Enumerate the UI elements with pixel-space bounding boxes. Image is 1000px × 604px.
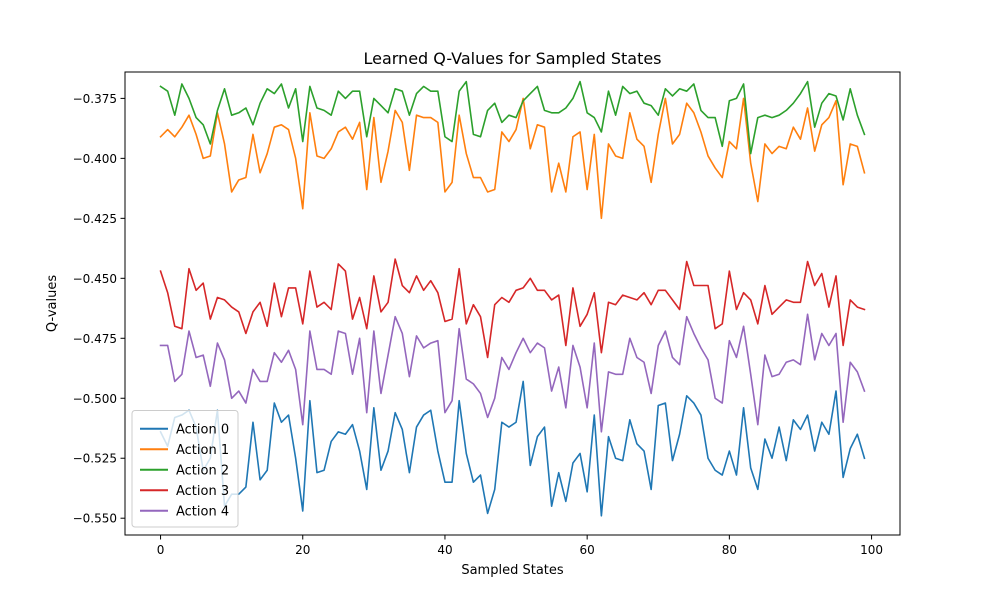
y-tick-label: −0.450: [73, 272, 117, 286]
legend-label-action-1: Action 1: [176, 443, 229, 458]
series-line-action-1: [159, 97, 866, 220]
x-tick-label: 100: [860, 543, 883, 557]
x-tick-label: 20: [295, 543, 310, 557]
y-tick-label: −0.475: [73, 332, 117, 346]
series-line-action-2: [159, 80, 866, 155]
y-axis: −0.550 −0.525 −0.500 −0.475 −0.450 −0.425 −0.4…: [73, 92, 125, 526]
series-line-action-4: [159, 313, 866, 433]
series-line-action-0: [159, 380, 866, 517]
y-tick-label: −0.400: [73, 152, 117, 166]
y-tick-label: −0.500: [73, 392, 117, 406]
y-axis-label: Q-values: [45, 275, 60, 332]
series-line-action-3: [159, 258, 866, 359]
y-tick-label: −0.375: [73, 92, 117, 106]
legend-label-action-0: Action 0: [176, 422, 229, 437]
y-tick-label: −0.525: [73, 452, 117, 466]
plot-area: [159, 80, 866, 517]
chart-title: Learned Q-Values for Sampled States: [363, 49, 661, 68]
x-tick-label: 40: [437, 543, 452, 557]
y-tick-label: −0.425: [73, 212, 117, 226]
legend-label-action-2: Action 2: [176, 463, 229, 478]
legend-label-action-3: Action 3: [176, 484, 229, 499]
x-axis: 0 20 40 60 80 100: [157, 535, 883, 557]
x-tick-label: 80: [722, 543, 737, 557]
legend-label-action-4: Action 4: [176, 504, 229, 519]
x-tick-label: 60: [580, 543, 595, 557]
axes-frame: [124, 71, 901, 536]
x-tick-label: 0: [157, 543, 165, 557]
y-tick-label: −0.550: [73, 512, 117, 526]
x-axis-label: Sampled States: [461, 563, 564, 578]
legend: Action 0 Action 1 Action 2 Action 3 Action 4: [131, 410, 239, 528]
legend-box: [131, 410, 239, 528]
